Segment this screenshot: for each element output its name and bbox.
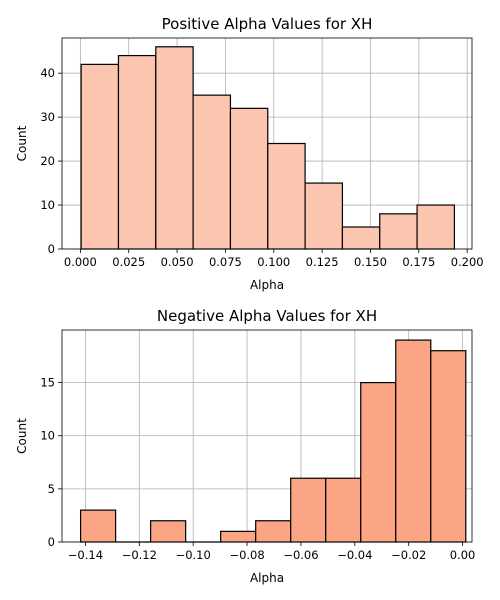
x-tick-label: −0.12 [122, 548, 157, 562]
positive-alpha-histogram: Positive Alpha Values for XH Alpha Count… [15, 15, 484, 292]
bars [79, 339, 467, 543]
chart-title: Negative Alpha Values for XH [157, 307, 377, 325]
x-tick-label: 0.125 [306, 255, 339, 269]
histogram-bar [416, 204, 456, 250]
bars [80, 46, 456, 250]
histogram-bar [150, 520, 187, 543]
chart-title: Positive Alpha Values for XH [162, 15, 373, 33]
histogram-bar [290, 477, 327, 543]
x-tick-label: 0.050 [161, 255, 194, 269]
histogram-bar [395, 339, 432, 543]
histogram-bar [304, 182, 344, 250]
x-tick-label: 0.100 [257, 255, 290, 269]
y-tick-label: 10 [40, 429, 55, 443]
x-axis-label: Alpha [250, 278, 284, 292]
histogram-bar [229, 107, 269, 250]
x-tick-label: −0.08 [229, 548, 264, 562]
x-tick-label: 0.200 [451, 255, 484, 269]
plot-frame [61, 37, 473, 250]
histogram-bar [79, 509, 117, 543]
ticks: 0.000 0.025 0.050 0.075 0.100 0.125 0.150 0.175… [40, 66, 483, 269]
x-tick-label: 0.150 [354, 255, 387, 269]
histogram-bar [341, 226, 381, 250]
x-axis-label: Alpha [250, 571, 284, 585]
y-axis-label: Count [15, 418, 29, 454]
histogram-bar [117, 54, 157, 250]
histogram-bar [379, 213, 418, 250]
histogram-bar [267, 142, 306, 250]
plot-frame [61, 329, 473, 543]
y-tick-label: 0 [48, 535, 55, 549]
x-tick-label: −0.06 [283, 548, 318, 562]
x-tick-label: 0.00 [450, 548, 476, 562]
y-tick-label: 15 [40, 376, 55, 390]
x-tick-label: −0.04 [337, 548, 372, 562]
x-tick-label: −0.02 [391, 548, 426, 562]
x-tick-label: 0.175 [402, 255, 435, 269]
x-tick-label: 0.075 [209, 255, 242, 269]
y-tick-label: 0 [48, 242, 55, 256]
histogram-bar [80, 63, 120, 250]
histogram-bar [155, 46, 194, 250]
histogram-bar [360, 382, 397, 543]
negative-alpha-histogram: Negative Alpha Values for XH Alpha Count… [15, 307, 475, 585]
histogram-bar [430, 350, 467, 543]
histogram-bar [255, 520, 292, 543]
y-axis-label: Count [15, 125, 29, 161]
y-tick-label: 20 [40, 154, 55, 168]
histogram-bar [325, 477, 362, 543]
histogram-bar [220, 530, 257, 543]
y-tick-label: 30 [40, 110, 55, 124]
x-tick-label: 0.000 [64, 255, 97, 269]
x-tick-label: −0.10 [176, 548, 211, 562]
y-tick-label: 40 [40, 66, 55, 80]
histogram-bar [192, 94, 232, 250]
ticks: −0.14 −0.12 −0.10 −0.08 −0.06 −0.04 −0.02 0.00 0… [40, 376, 475, 562]
x-tick-label: 0.025 [112, 255, 145, 269]
y-tick-label: 5 [48, 482, 55, 496]
y-tick-label: 10 [40, 198, 55, 212]
x-tick-label: −0.14 [68, 548, 103, 562]
